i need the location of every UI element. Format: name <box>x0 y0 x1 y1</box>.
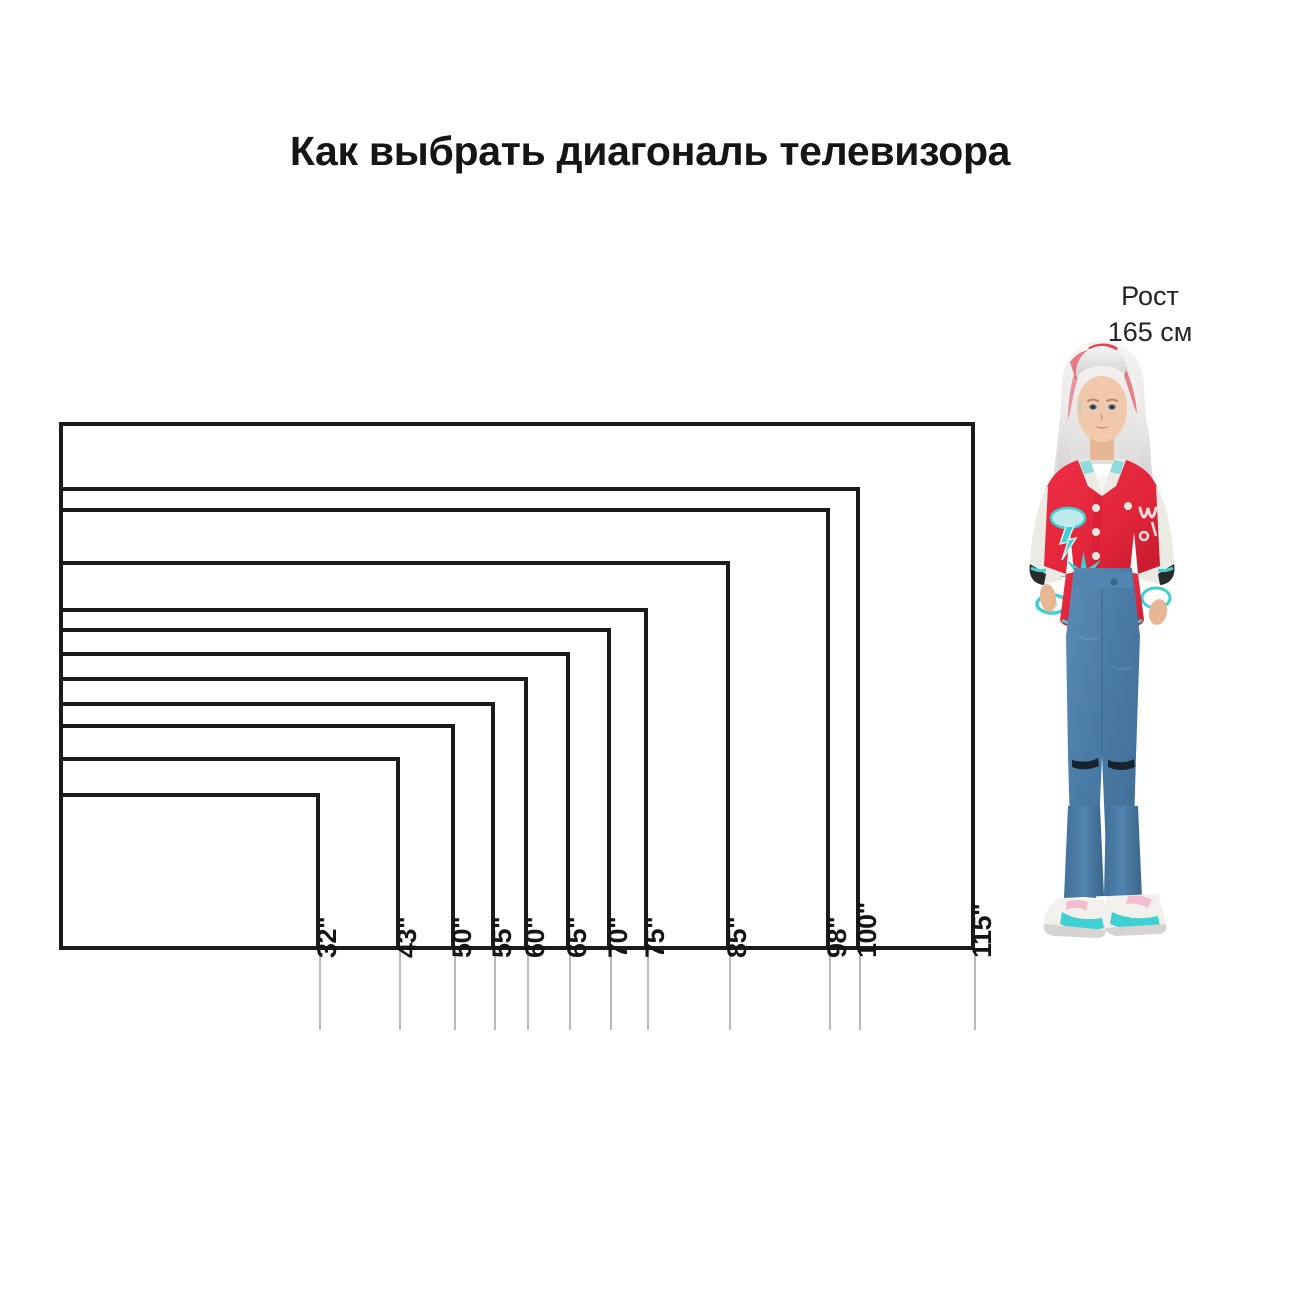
hair-front <box>1057 346 1152 494</box>
size-label-75: 75" <box>640 916 670 958</box>
sneakers <box>1043 894 1167 938</box>
guide-line-100 <box>859 950 861 1030</box>
person-figure <box>1004 336 1200 948</box>
jacket-patch-cloud <box>1049 506 1087 561</box>
guide-line-55 <box>494 950 496 1030</box>
size-label-85: 85" <box>722 916 752 958</box>
face <box>1077 376 1127 460</box>
size-label-98: 98" <box>822 916 852 958</box>
size-label-43: 43" <box>392 916 422 958</box>
guide-line-70 <box>610 950 612 1030</box>
size-label-65: 65" <box>562 916 592 958</box>
guide-line-43 <box>399 950 401 1030</box>
guide-line-75 <box>647 950 649 1030</box>
person-height-caption: Рост 165 см <box>1060 279 1240 350</box>
size-label-55: 55" <box>487 916 517 958</box>
size-label-115: 115" <box>967 903 997 958</box>
person-height-value: 165 см <box>1107 316 1193 347</box>
size-label-50: 50" <box>447 916 477 958</box>
size-label-60: 60" <box>520 916 550 958</box>
guide-line-115 <box>974 950 976 1030</box>
guide-line-98 <box>829 950 831 1030</box>
jacket-patch-monogram <box>1138 506 1158 542</box>
size-label-70: 70" <box>603 916 633 958</box>
guide-line-50 <box>454 950 456 1030</box>
size-label-100: 100" <box>852 902 882 958</box>
tv-screen-rect-32 <box>59 793 320 950</box>
guide-line-85 <box>729 950 731 1030</box>
guide-line-60 <box>527 950 529 1030</box>
person-height-label: Рост <box>1121 281 1179 311</box>
size-label-32: 32" <box>312 916 342 958</box>
jeans <box>1064 568 1142 898</box>
hands <box>1039 584 1168 625</box>
page-title: Как выбрать диагональ телевизора <box>289 128 1011 174</box>
guide-line-65 <box>569 950 571 1030</box>
guide-line-32 <box>319 950 321 1030</box>
